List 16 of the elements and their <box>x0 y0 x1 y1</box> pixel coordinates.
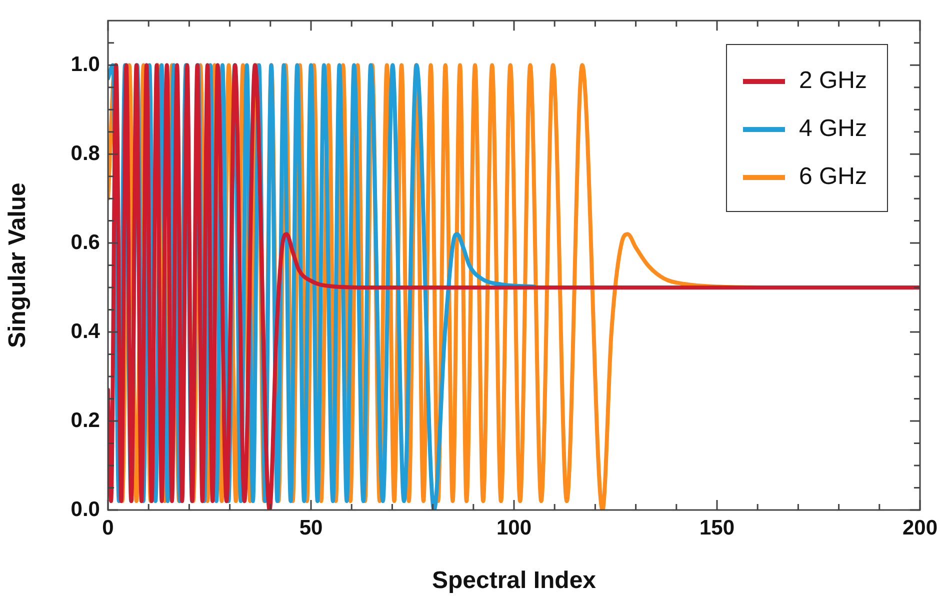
y-tick-label: 0.0 <box>70 498 100 521</box>
legend-label: 2 GHz <box>798 67 867 95</box>
x-tick-label: 100 <box>496 516 532 540</box>
y-tick-label: 0.2 <box>70 408 100 432</box>
y-axis-title: Singular Value <box>4 182 32 348</box>
y-tick-label: 1.0 <box>70 52 100 76</box>
x-tick-label: 50 <box>299 516 323 540</box>
y-tick-label: 0.4 <box>70 320 100 343</box>
x-axis-title: Spectral Index <box>432 567 597 594</box>
x-tick-label: 0 <box>102 516 114 540</box>
legend-label: 4 GHz <box>798 115 867 143</box>
x-tick-label: 200 <box>902 516 938 540</box>
y-tick-label: 0.6 <box>70 230 100 254</box>
x-tick-label: 150 <box>699 516 735 540</box>
y-tick-label: 0.8 <box>70 142 100 165</box>
legend-label: 6 GHz <box>798 163 867 191</box>
